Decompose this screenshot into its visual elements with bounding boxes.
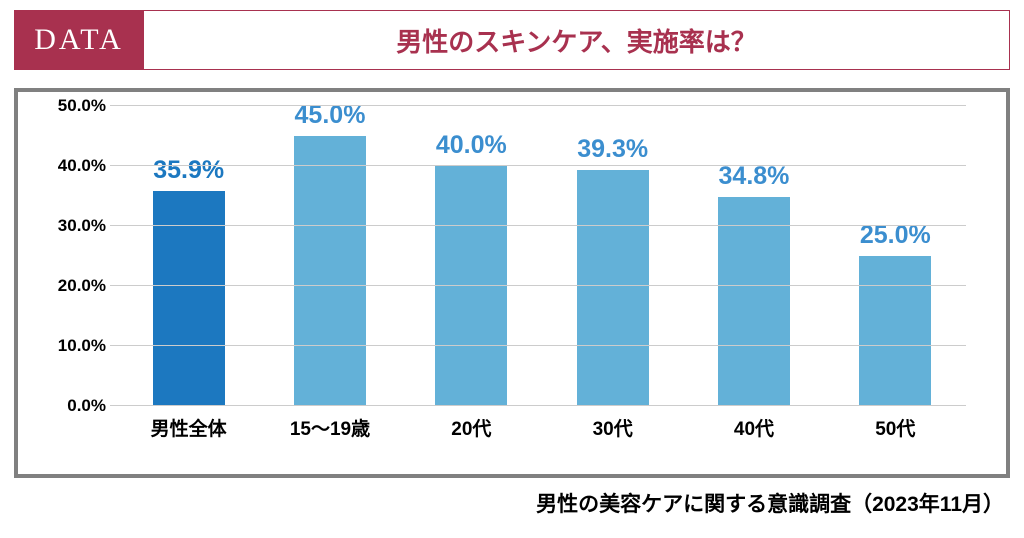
y-tick-label: 40.0%: [58, 156, 118, 176]
y-tick-label: 10.0%: [58, 336, 118, 356]
x-axis-label: 30代: [542, 414, 683, 441]
bar-slot: 40.0%: [401, 106, 542, 406]
grid-line: [110, 165, 966, 166]
data-badge: DATA: [14, 11, 144, 69]
y-tick-label: 30.0%: [58, 216, 118, 236]
bar-value-label: 40.0%: [436, 131, 507, 160]
bar: [294, 136, 366, 406]
x-axis-label: 男性全体: [118, 414, 259, 441]
bar-slot: 34.8%: [683, 106, 824, 406]
grid-line: [110, 345, 966, 346]
bar-slot: 35.9%: [118, 106, 259, 406]
chart-title: 男性のスキンケア、実施率は？: [144, 11, 1009, 69]
bar: [435, 166, 507, 406]
y-tick-label: 20.0%: [58, 276, 118, 296]
y-tick-label: 50.0%: [58, 96, 118, 116]
bar: [859, 256, 931, 406]
x-axis-labels: 男性全体15～19歳20代30代40代50代: [118, 414, 966, 441]
chart-frame: 35.9% 45.0% 40.0% 39.3% 34.8% 25.0% 0.0% 10.0%…: [14, 88, 1010, 478]
bar: [577, 170, 649, 406]
bar-slot: 39.3%: [542, 106, 683, 406]
x-axis-label: 40代: [683, 414, 824, 441]
x-axis-label: 50代: [825, 414, 966, 441]
bar-slot: 25.0%: [825, 106, 966, 406]
bar: [718, 197, 790, 406]
y-tick-label: 0.0%: [67, 396, 118, 416]
bar-group: 35.9% 45.0% 40.0% 39.3% 34.8% 25.0%: [118, 106, 966, 406]
grid-line: [110, 405, 966, 406]
x-axis-label: 15～19歳: [259, 414, 400, 441]
bar: [153, 191, 225, 406]
x-axis-label: 20代: [401, 414, 542, 441]
bar-value-label: 39.3%: [577, 135, 648, 164]
header-row: DATA 男性のスキンケア、実施率は？: [14, 10, 1010, 70]
plot-area: 35.9%45.0%40.0%39.3%34.8%25.0% 0.0%10.0%…: [118, 106, 966, 406]
grid-line: [110, 285, 966, 286]
bar-value-label: 35.9%: [153, 156, 224, 185]
bar-slot: 45.0%: [259, 106, 400, 406]
bar-value-label: 34.8%: [719, 162, 790, 191]
grid-line: [110, 105, 966, 106]
footnote: 男性の美容ケアに関する意識調査（2023年11月）: [14, 488, 1010, 518]
grid-line: [110, 225, 966, 226]
